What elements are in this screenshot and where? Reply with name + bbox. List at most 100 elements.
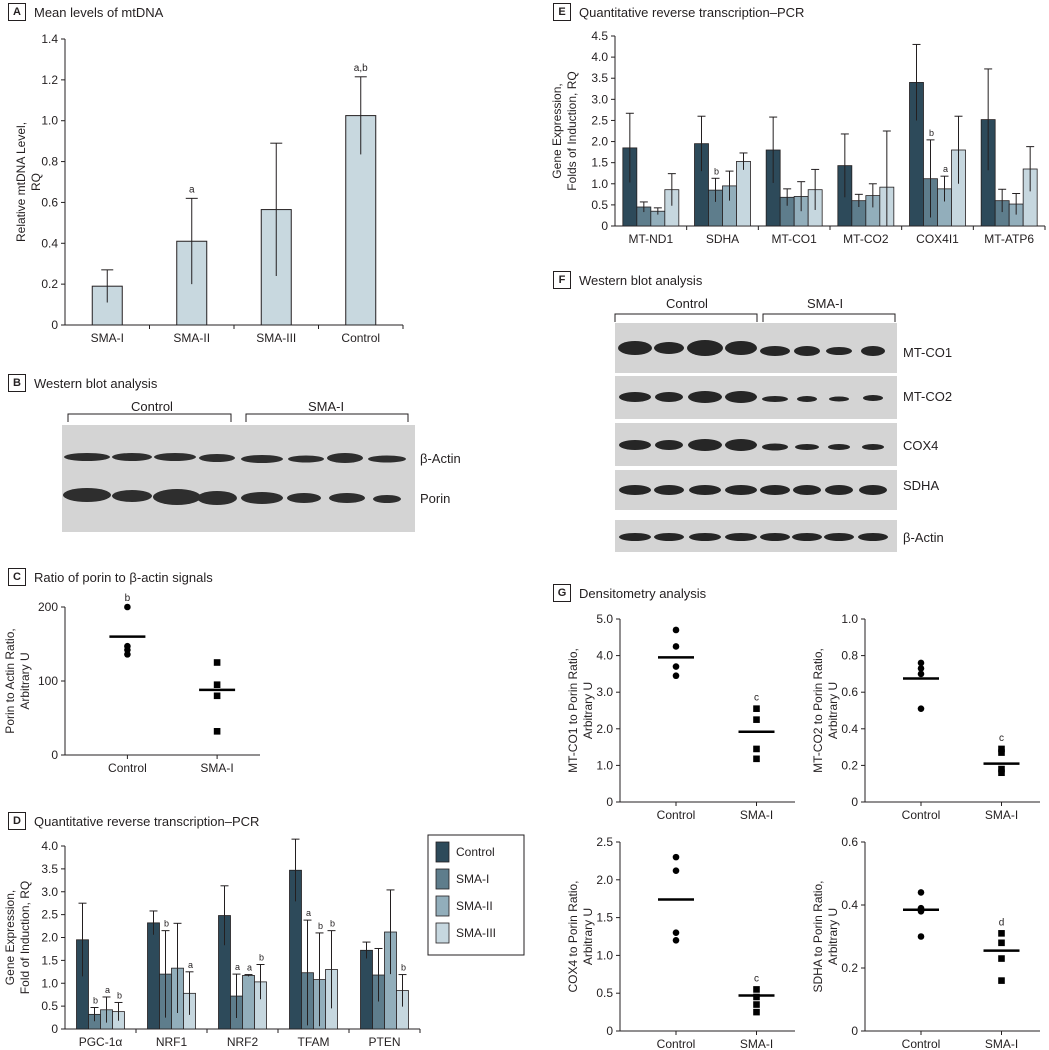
y-tick-label: 4.0 [596,649,613,663]
y-tick-label: 0.2 [841,758,858,772]
data-point [998,930,1005,937]
panel-b-heading: B Western blot analysis [8,374,157,392]
chart-a: 0 0.2 0.4 0.6 0.8 1.0 1.2 1.4 Relative mtDNA Lev… [14,32,404,345]
significance-label: c [754,693,759,704]
legend-swatch [435,895,450,917]
data-point [998,749,1005,756]
y-tick-label: 100 [38,674,58,688]
data-point [672,626,680,634]
x-tick-label: SMA-II [173,331,210,345]
x-tick-label: NRF1 [156,1035,188,1049]
significance-label: c [999,733,1004,744]
bar [242,975,255,1030]
y-tick-label: 2.0 [596,873,613,887]
blot-f-group-control: Control [666,296,708,311]
significance-label: b [93,995,98,1005]
data-point [672,663,680,670]
legend-swatch [435,841,450,863]
significance-label: d [999,917,1005,928]
significance-label: b [318,921,323,931]
data-point [998,955,1005,962]
significance-label: b [401,963,406,973]
significance-label: a [188,960,193,970]
data-point [998,765,1005,773]
y-tick-label: 0 [851,1024,858,1038]
blot-b-band-label: Porin [420,491,450,506]
y-tick-label: 0 [51,748,58,762]
significance-label: b [117,990,122,1000]
panel-a-label: A [8,3,26,21]
y-tick-label: 1.0 [41,114,58,128]
y-axis-label: Arbitrary U [826,682,840,739]
y-tick-label: 5.0 [596,612,613,626]
panel-d-title: Quantitative reverse transcription–PCR [34,813,260,829]
legend-label: SMA-II [456,899,493,913]
significance-label: a,b [354,63,368,74]
significance-label: a [306,908,311,918]
panel-c-title: Ratio of porin to β-actin signals [34,569,213,585]
y-tick-label: 1.0 [841,612,858,626]
significance-label: b [259,952,264,962]
data-point [213,692,221,700]
y-tick-label: 2.5 [591,113,608,127]
x-tick-label: Control [902,1037,941,1050]
y-tick-label: 0.4 [41,236,58,250]
blot-f-band-label: SDHA [903,478,939,493]
significance-label: b [330,919,335,929]
blot-f-group-sma: SMA-I [807,296,843,311]
legend-label: Control [456,845,495,859]
y-tick-label: 0.8 [41,155,58,169]
data-point [672,867,680,875]
x-tick-label: COX4I1 [916,232,959,246]
y-tick-label: 0 [851,795,858,809]
y-tick-label: 0.6 [41,195,58,209]
y-axis-label: COX4 to Porin Ratio, [566,880,580,992]
blot-b-group-sma: SMA-I [308,399,344,414]
panel-f-label: F [553,271,571,289]
data-point [998,977,1005,984]
x-tick-label: Control [657,1037,696,1050]
x-tick-label: SDHA [706,232,739,246]
western-blot-f: Control SMA-I MT-CO1 MT-CO2 COX4 SDHA β-… [614,296,952,552]
panel-a-title: Mean levels of mtDNA [34,4,164,20]
x-tick-label: SMA-I [740,1037,773,1050]
significance-label: a [247,963,252,973]
y-tick-label: 4.5 [591,29,608,43]
bar [736,160,751,227]
data-point [753,986,760,993]
bar [147,922,160,1030]
y-axis-label: Arbitrary U [581,682,595,739]
y-tick-label: 3.0 [41,885,58,899]
y-tick-label: 3.0 [591,92,608,106]
y-tick-label: 3.5 [591,71,608,85]
y-tick-label: 4.0 [591,50,608,64]
data-point [213,728,221,735]
chart-g1: 0 1.0 2.0 3.0 4.0 5.0 MT-CO1 to Porin Ratio, Ar… [566,612,795,822]
y-axis-label: SDHA to Porin Ratio, [811,880,825,992]
x-tick-label: MT-ATP6 [984,232,1034,246]
significance-label: a [105,985,110,995]
x-tick-label: Control [902,808,941,822]
y-tick-label: 2.0 [591,135,608,149]
significance-label: b [125,593,131,604]
chart-g4: 0 0.2 0.4 0.6 SDHA to Porin Ratio, Arbitrary … [811,835,1040,1050]
x-tick-label: TFAM [298,1035,330,1049]
x-tick-label: NRF2 [227,1035,259,1049]
panel-a-heading: A Mean levels of mtDNA [8,3,163,21]
y-tick-label: 2.5 [41,908,58,922]
blot-f-band-label: MT-CO1 [903,345,952,360]
y-axis-label: Folds of Induction, RQ [565,71,579,190]
data-point [753,705,760,712]
panel-g-label: G [553,584,571,602]
y-axis-label: Arbitrary U [18,652,32,709]
data-point [124,603,131,611]
y-tick-label: 0.5 [591,198,608,212]
y-tick-label: 200 [38,600,58,614]
y-tick-label: 0.6 [841,685,858,699]
significance-label: a [943,164,948,174]
panel-e-label: E [553,3,571,21]
blot-f-band-label: MT-CO2 [903,389,952,404]
y-axis-label: MT-CO1 to Porin Ratio, [566,648,580,773]
data-point [672,643,680,650]
data-point [124,651,131,658]
